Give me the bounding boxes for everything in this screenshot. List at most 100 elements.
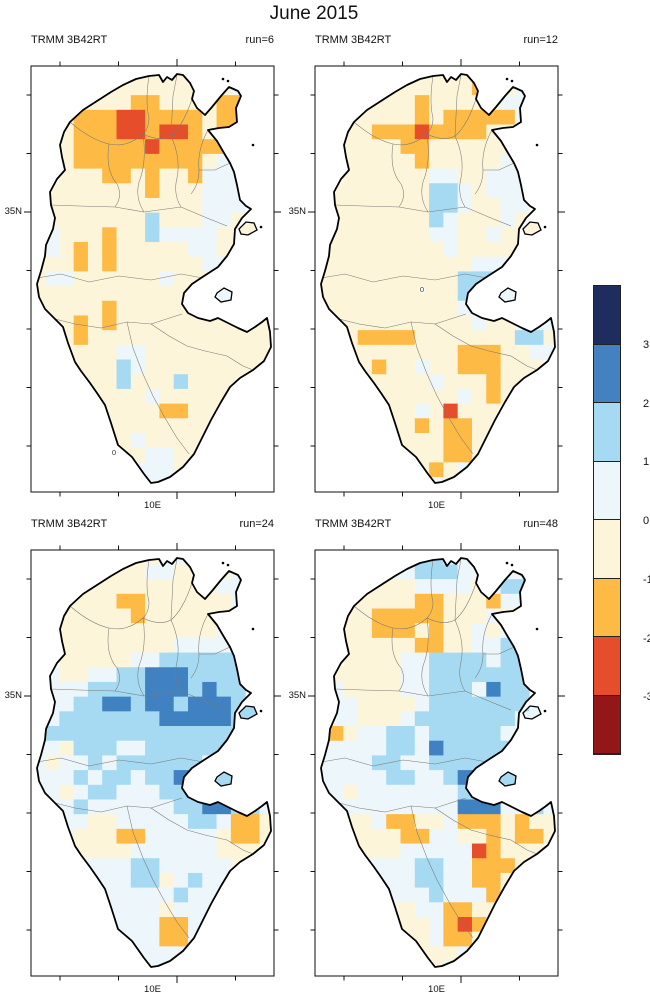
panel-header-run12: TRMM 3B42RT run=12 [315, 34, 558, 46]
grid-cell [329, 315, 344, 331]
grid-cell [486, 139, 502, 155]
grid-cell [116, 242, 132, 258]
grid-cell [543, 828, 555, 845]
admin-boundary-line [426, 75, 434, 135]
grid-cell [202, 681, 218, 698]
grid-cell [159, 168, 175, 184]
grid-cell [486, 652, 502, 668]
grid-cell [343, 696, 359, 712]
grid-cell [471, 124, 487, 140]
grid-cell [386, 95, 402, 111]
grid-cell [457, 916, 473, 933]
grid-cell [321, 726, 330, 742]
grid-cell [73, 652, 89, 668]
grid-cell [357, 770, 373, 786]
grid-cell [486, 667, 502, 683]
grid-cell [73, 183, 89, 199]
grid-cell [130, 740, 146, 756]
grid-cell [202, 403, 218, 419]
grid-cell [429, 961, 444, 967]
grid-cell [102, 286, 118, 302]
grid-cell [173, 916, 189, 933]
grid-cell [400, 608, 416, 624]
grid-cell [216, 828, 232, 845]
grid-cell [386, 872, 402, 889]
panel-header-run48: TRMM 3B42RT run=48 [315, 518, 558, 530]
grid-cell [130, 168, 146, 184]
grid-cell [216, 374, 232, 390]
grid-cell [173, 593, 189, 610]
grid-cell [371, 168, 387, 184]
grid-cell [357, 197, 373, 214]
grid-cell [187, 315, 203, 331]
grid-cell [187, 153, 203, 170]
grid-cell [87, 637, 103, 654]
grid-cell [486, 770, 502, 786]
lat-tick-label: 35N [4, 690, 22, 701]
grid-cell [443, 858, 459, 874]
colorbar-segment [594, 461, 620, 520]
grid-cell [514, 593, 530, 610]
grid-cell [116, 799, 132, 815]
grid-cell [414, 961, 430, 967]
grid-cell [457, 447, 473, 463]
grid-cell [130, 286, 146, 302]
grid-cell [245, 770, 260, 786]
grid-cell [259, 770, 271, 786]
grid-cell [343, 242, 359, 258]
grid-cell [443, 124, 459, 140]
grid-cell [59, 652, 75, 668]
grid-cell [357, 696, 373, 712]
grid-cell [443, 212, 459, 228]
grid-cell [457, 814, 473, 830]
grid-cell [329, 755, 344, 771]
grid-cell [414, 784, 430, 800]
grid-cell [159, 814, 175, 830]
grid-cell [486, 374, 502, 390]
grid-cell [486, 183, 502, 199]
grid-cell [187, 388, 203, 405]
grid-cell [202, 109, 218, 126]
grid-cell [514, 344, 530, 361]
grid-cell [73, 344, 89, 361]
grid-cell [216, 95, 232, 111]
grid-cell [216, 681, 232, 698]
grid-cell [159, 212, 175, 228]
grid-cell [457, 681, 473, 698]
admin-boundary-line [334, 688, 512, 711]
grid-cell [371, 711, 387, 727]
grid-cell [400, 711, 416, 727]
islet-dot [510, 79, 514, 83]
grid-cell [116, 374, 132, 390]
grid-cell [187, 109, 203, 126]
grid-cell [202, 711, 218, 727]
grid-cell [471, 418, 487, 434]
grid-cell [87, 271, 103, 287]
grid-cell [429, 256, 444, 272]
grid-cell [429, 330, 444, 346]
grid-cell [457, 139, 473, 155]
grid-cell [87, 109, 103, 126]
grid-cell [116, 315, 132, 331]
grid-cell [37, 227, 46, 243]
grid-cell [145, 403, 160, 419]
grid-cell [357, 300, 373, 316]
colorbar-segment [594, 286, 620, 345]
grid-cell [429, 931, 444, 947]
grid-cell [173, 887, 189, 903]
grid-cell [443, 432, 459, 449]
grid-cell [429, 696, 444, 712]
grid-cell [457, 183, 473, 199]
grid-cell [443, 637, 459, 654]
grid-cell [400, 726, 416, 742]
grid-cell [145, 374, 160, 390]
grid-cell [173, 139, 189, 155]
admin-boundaries [321, 74, 538, 455]
grid-cell [102, 183, 118, 199]
grid-cell [400, 227, 416, 243]
grid-cell [187, 887, 203, 903]
grid-cell [357, 711, 373, 727]
grid-cell [87, 139, 103, 155]
grid-cell [245, 212, 260, 228]
grid-cell [386, 124, 402, 140]
